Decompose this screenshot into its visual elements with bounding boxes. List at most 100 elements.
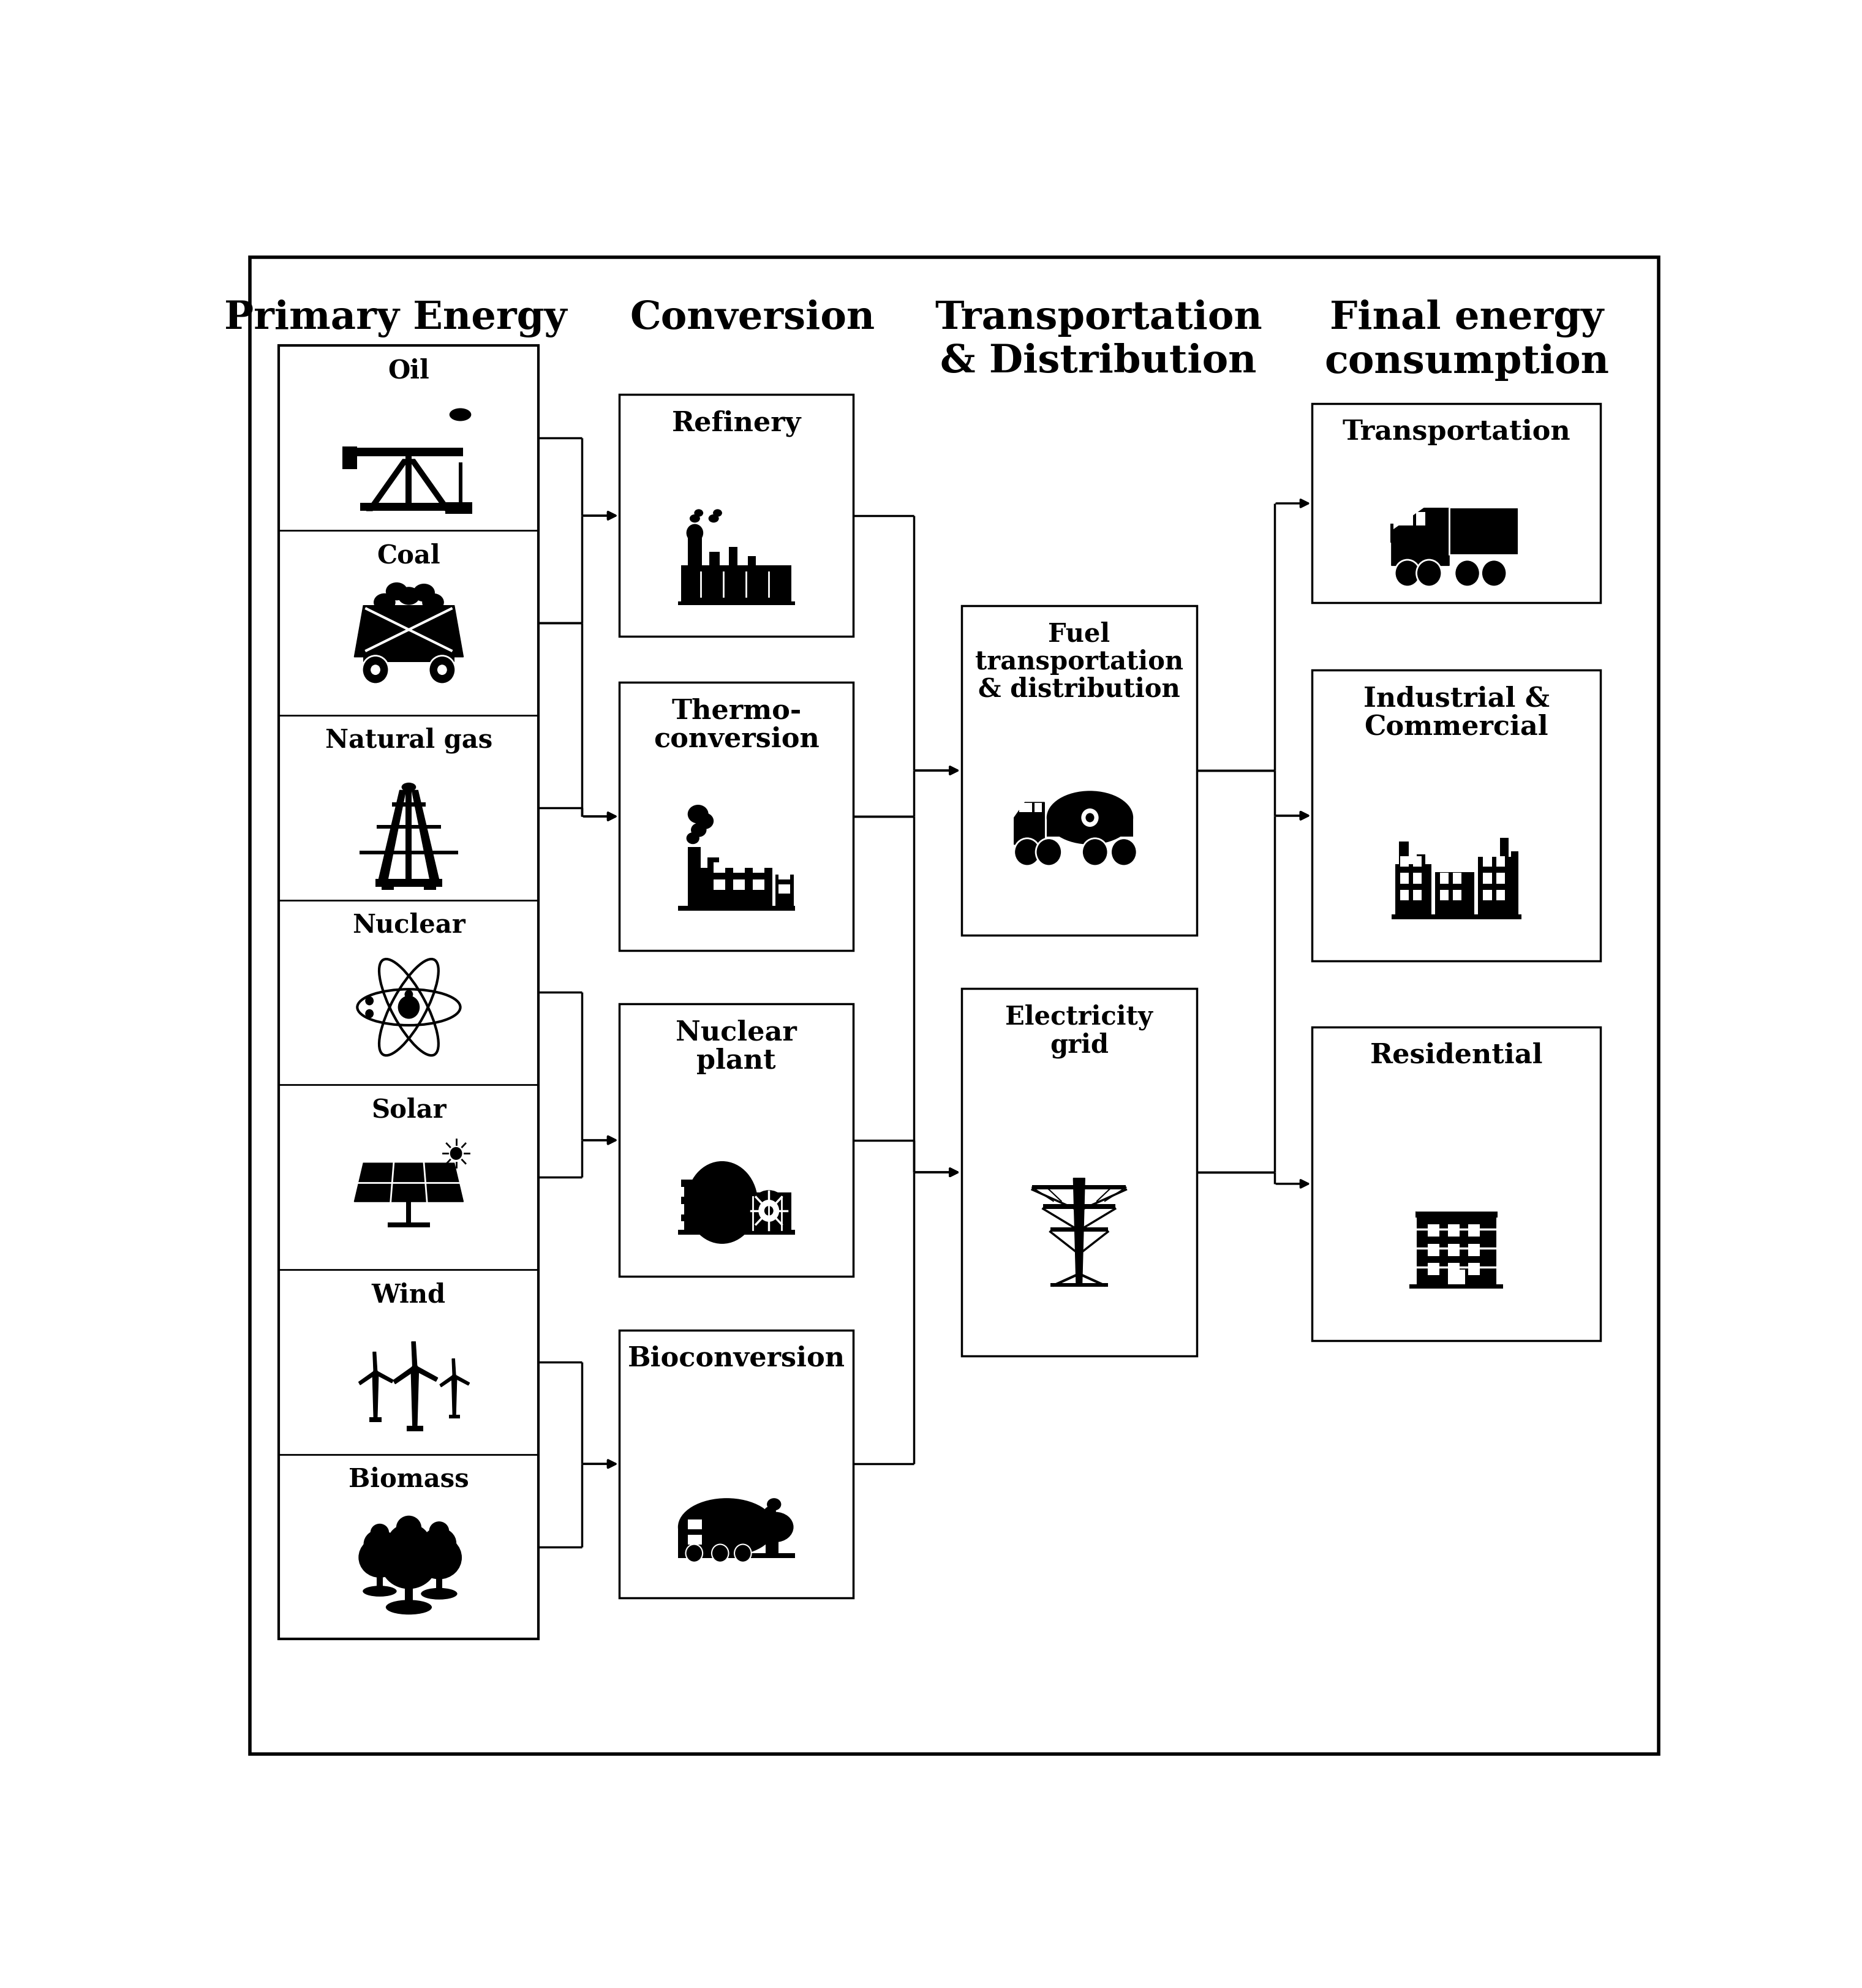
Ellipse shape xyxy=(687,833,700,845)
Polygon shape xyxy=(1046,817,1134,837)
Polygon shape xyxy=(1391,509,1449,565)
Circle shape xyxy=(1117,847,1130,859)
Polygon shape xyxy=(1019,803,1032,813)
FancyBboxPatch shape xyxy=(620,1004,853,1276)
Polygon shape xyxy=(747,1193,791,1231)
Polygon shape xyxy=(1395,865,1432,914)
Polygon shape xyxy=(1391,914,1521,918)
Circle shape xyxy=(749,1191,788,1231)
Polygon shape xyxy=(391,803,426,807)
Polygon shape xyxy=(367,459,410,511)
Polygon shape xyxy=(376,879,441,887)
Circle shape xyxy=(404,990,413,998)
Circle shape xyxy=(1402,567,1413,579)
Polygon shape xyxy=(713,863,726,873)
Polygon shape xyxy=(406,791,412,881)
Ellipse shape xyxy=(423,1527,456,1559)
Polygon shape xyxy=(681,1215,702,1221)
Ellipse shape xyxy=(695,509,704,517)
Polygon shape xyxy=(1467,1205,1480,1217)
Circle shape xyxy=(1015,839,1041,867)
Polygon shape xyxy=(1050,1227,1108,1233)
Polygon shape xyxy=(412,1368,419,1425)
FancyBboxPatch shape xyxy=(620,396,853,636)
Ellipse shape xyxy=(763,1507,776,1517)
Polygon shape xyxy=(410,459,451,511)
Polygon shape xyxy=(1449,1262,1460,1274)
Circle shape xyxy=(1082,839,1108,867)
Ellipse shape xyxy=(687,805,708,823)
Circle shape xyxy=(687,525,704,543)
Polygon shape xyxy=(708,857,719,907)
Ellipse shape xyxy=(398,586,419,604)
Polygon shape xyxy=(752,863,763,873)
Polygon shape xyxy=(1449,509,1518,555)
Polygon shape xyxy=(454,1376,469,1386)
Text: Nuclear
plant: Nuclear plant xyxy=(676,1020,797,1074)
Circle shape xyxy=(1423,567,1436,579)
Text: Solar: Solar xyxy=(371,1097,447,1123)
Ellipse shape xyxy=(413,584,436,602)
Polygon shape xyxy=(713,863,726,873)
Polygon shape xyxy=(372,1352,378,1372)
Ellipse shape xyxy=(687,1161,758,1244)
Polygon shape xyxy=(1050,1282,1108,1286)
Polygon shape xyxy=(1452,873,1462,883)
Polygon shape xyxy=(1467,1244,1480,1256)
Polygon shape xyxy=(406,1425,423,1431)
Ellipse shape xyxy=(385,1600,432,1614)
Polygon shape xyxy=(678,1553,795,1559)
Polygon shape xyxy=(687,1519,702,1529)
Polygon shape xyxy=(413,1366,438,1382)
Circle shape xyxy=(758,1199,778,1223)
Circle shape xyxy=(365,996,374,1006)
Circle shape xyxy=(1488,567,1499,579)
Polygon shape xyxy=(685,1183,698,1231)
Polygon shape xyxy=(1400,857,1410,867)
Polygon shape xyxy=(359,1372,376,1386)
Polygon shape xyxy=(1417,855,1426,914)
FancyBboxPatch shape xyxy=(1313,670,1601,960)
FancyBboxPatch shape xyxy=(1313,1028,1601,1340)
Polygon shape xyxy=(363,656,454,662)
Ellipse shape xyxy=(758,1513,793,1543)
Ellipse shape xyxy=(708,515,719,523)
FancyBboxPatch shape xyxy=(620,682,853,950)
Circle shape xyxy=(717,1549,724,1557)
Circle shape xyxy=(438,664,447,676)
Circle shape xyxy=(1089,847,1100,859)
Polygon shape xyxy=(681,1179,702,1187)
Polygon shape xyxy=(458,463,462,511)
Circle shape xyxy=(398,996,419,1018)
Polygon shape xyxy=(1400,889,1410,901)
Circle shape xyxy=(371,664,380,676)
Polygon shape xyxy=(713,879,726,891)
Polygon shape xyxy=(376,1567,384,1586)
Ellipse shape xyxy=(691,823,706,837)
Circle shape xyxy=(365,1010,374,1018)
Polygon shape xyxy=(404,1574,413,1600)
Circle shape xyxy=(361,656,389,684)
Polygon shape xyxy=(354,447,464,455)
Text: Final energy
consumption: Final energy consumption xyxy=(1324,300,1609,382)
Text: Refinery: Refinery xyxy=(672,410,801,437)
Circle shape xyxy=(1395,561,1421,586)
Polygon shape xyxy=(1413,873,1423,883)
Circle shape xyxy=(1022,847,1033,859)
Polygon shape xyxy=(765,565,786,602)
Ellipse shape xyxy=(678,1499,775,1557)
Polygon shape xyxy=(700,1203,743,1231)
Text: Bioconversion: Bioconversion xyxy=(627,1346,845,1372)
Text: Conversion: Conversion xyxy=(629,300,875,338)
FancyBboxPatch shape xyxy=(620,1330,853,1598)
Polygon shape xyxy=(734,879,745,891)
Polygon shape xyxy=(1032,1185,1127,1189)
Polygon shape xyxy=(412,791,439,881)
Ellipse shape xyxy=(374,592,395,612)
Text: Thermo-
conversion: Thermo- conversion xyxy=(654,698,819,753)
Polygon shape xyxy=(376,825,441,829)
Polygon shape xyxy=(372,1372,378,1417)
Polygon shape xyxy=(678,1525,726,1553)
Ellipse shape xyxy=(380,1535,438,1588)
Polygon shape xyxy=(1497,889,1504,901)
